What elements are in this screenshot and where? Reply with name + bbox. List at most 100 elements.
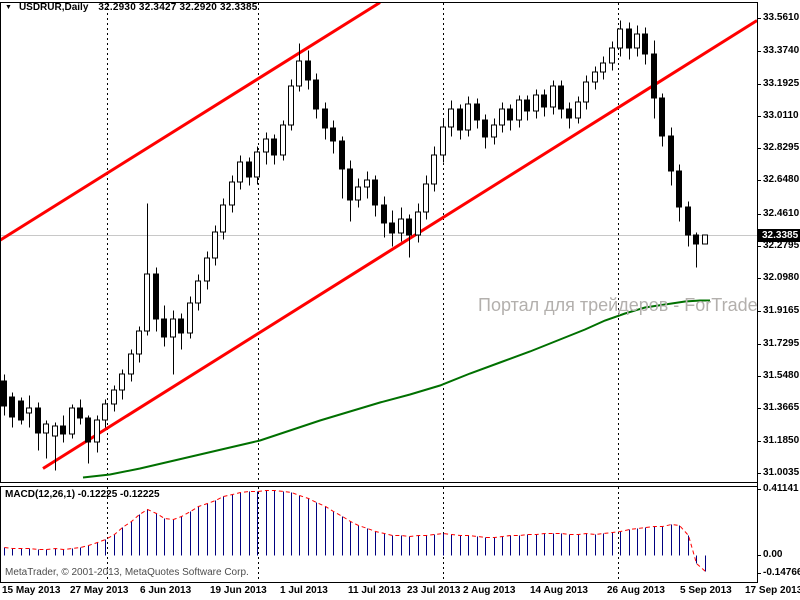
- current-price-tag: 32.3385: [757, 229, 800, 242]
- bullish-candle: [600, 62, 606, 73]
- bullish-candle: [440, 126, 446, 156]
- price-axis-label: 32.4610: [763, 208, 800, 219]
- date-axis-label: 23 Jul 2013: [407, 585, 461, 596]
- bullish-candle: [52, 425, 58, 437]
- price-axis-label: 33.5610: [763, 12, 800, 23]
- bullish-candle: [575, 101, 581, 119]
- bearish-candle: [305, 60, 311, 81]
- bearish-candle: [313, 79, 319, 110]
- date-axis-label: 11 Jul 2013: [348, 585, 401, 596]
- price-axis-label: 32.2795: [763, 240, 800, 251]
- price-axis-label: 31.3665: [763, 402, 800, 413]
- trend-channel-lines[interactable]: [0, 3, 757, 470]
- bullish-candle: [254, 151, 260, 178]
- bearish-candle: [389, 222, 395, 234]
- bullish-candle: [195, 280, 201, 304]
- bearish-candle: [35, 407, 41, 434]
- symbol-dropdown-icon[interactable]: ▼: [5, 4, 12, 11]
- bearish-candle: [541, 94, 547, 108]
- price-axis-label: 31.9165: [763, 305, 800, 316]
- macd-indicator-label: MACD(12,26,1) -0.12225 -0.12225: [5, 489, 160, 500]
- date-axis-label: 19 Jun 2013: [210, 585, 267, 596]
- price-axis-label: 33.1925: [763, 78, 800, 89]
- bearish-candle: [676, 170, 682, 208]
- bearish-candle: [659, 97, 665, 137]
- bullish-candle: [26, 407, 32, 414]
- bullish-candle: [204, 257, 210, 282]
- price-axis-label: 33.3740: [763, 45, 800, 56]
- bullish-candle: [128, 353, 134, 375]
- bullish-candle: [398, 218, 404, 234]
- bearish-candle: [339, 140, 345, 170]
- bullish-candle: [364, 179, 370, 188]
- ohlc-values: 32.2930 32.3427 32.2920 32.3385: [98, 2, 258, 13]
- bearish-candle: [322, 108, 328, 129]
- bullish-candle: [220, 204, 226, 233]
- bullish-candle: [355, 186, 361, 201]
- bullish-candle: [550, 85, 556, 108]
- bearish-candle: [474, 103, 480, 121]
- bullish-candle: [280, 124, 286, 156]
- upper-channel-trendline: [1, 3, 381, 242]
- bearish-candle: [566, 108, 572, 119]
- price-axis-label: 31.0035: [763, 467, 800, 478]
- bearish-candle: [161, 318, 167, 338]
- bearish-candle: [381, 204, 387, 224]
- bullish-candle: [144, 273, 150, 332]
- price-axis-label: 32.0980: [763, 272, 800, 283]
- bearish-candle: [558, 85, 564, 110]
- price-axis-label: 33.0110: [763, 110, 799, 121]
- date-axis-label: 27 May 2013: [70, 585, 129, 596]
- chart-title: ▼ USDRUR,Daily 32.2930 32.3427 32.2920 3…: [5, 2, 258, 13]
- month-gridlines: [107, 3, 619, 581]
- bullish-candle: [448, 108, 454, 128]
- bullish-candle: [533, 94, 539, 112]
- bearish-candle: [18, 400, 24, 421]
- bullish-candle: [465, 103, 471, 131]
- bullish-candle: [592, 71, 598, 83]
- bullish-candle: [119, 373, 125, 391]
- bearish-candle: [9, 396, 15, 418]
- date-axis-label: 1 Jul 2013: [280, 585, 328, 596]
- candlestick-series[interactable]: [1, 20, 708, 471]
- bullish-candle: [415, 211, 421, 236]
- bullish-candle: [617, 28, 623, 49]
- macd-axis-label: 0.00: [763, 549, 783, 560]
- lower-channel-trendline: [42, 19, 757, 470]
- macd-signal-line: [4, 490, 706, 572]
- date-axis-label: 5 Sep 2013: [680, 585, 732, 596]
- bullish-candle: [187, 302, 193, 334]
- macd-axis-label: 0.41141: [763, 483, 799, 494]
- price-axis-label: 32.6480: [763, 174, 800, 185]
- bullish-candle: [583, 81, 589, 103]
- bearish-candle: [1, 380, 7, 407]
- bearish-candle: [60, 425, 66, 435]
- bullish-candle: [296, 60, 302, 87]
- date-axis-label: 15 May 2013: [2, 585, 61, 596]
- bearish-candle: [85, 417, 91, 443]
- bullish-candle: [499, 108, 505, 126]
- bearish-candle: [372, 179, 378, 206]
- bullish-candle: [263, 138, 269, 153]
- bearish-candle: [642, 33, 648, 55]
- symbol-timeframe-label: USDRUR,Daily: [18, 2, 89, 13]
- bullish-candle: [423, 183, 429, 213]
- bearish-candle: [271, 138, 277, 156]
- bearish-candle: [153, 273, 159, 320]
- moving-average-line[interactable]: [82, 299, 710, 479]
- bullish-candle: [43, 423, 49, 434]
- bearish-candle: [693, 234, 699, 245]
- bullish-candle: [431, 154, 437, 185]
- bearish-candle: [246, 161, 252, 178]
- bullish-candle: [170, 318, 176, 338]
- bearish-candle: [651, 53, 657, 99]
- bearish-candle: [406, 218, 412, 236]
- bullish-candle: [702, 234, 708, 245]
- bearish-candle: [626, 28, 632, 49]
- panel-borders: [0, 2, 758, 583]
- bullish-candle: [609, 47, 615, 64]
- bullish-candle: [136, 330, 142, 355]
- bullish-candle: [516, 99, 522, 121]
